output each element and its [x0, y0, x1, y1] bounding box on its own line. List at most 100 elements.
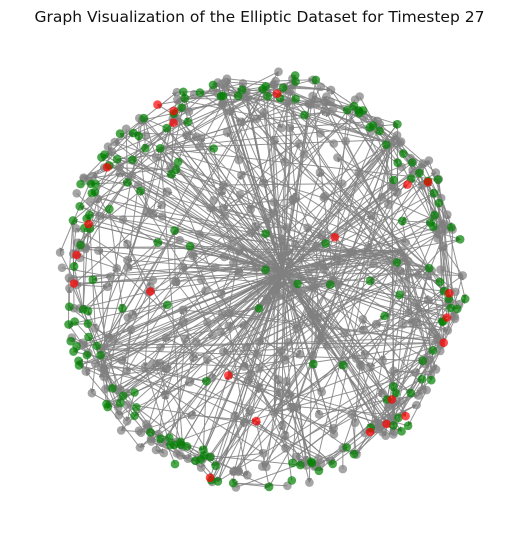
graph-node-unknown: [424, 295, 433, 305]
graph-node-unknown: [239, 362, 249, 371]
graph-node-unknown: [182, 130, 192, 140]
graph-edge: [361, 366, 383, 394]
graph-node-unknown: [316, 129, 325, 138]
graph-edge: [243, 360, 286, 369]
graph-node-licit: [394, 413, 403, 423]
graph-node-licit: [233, 91, 243, 101]
graph-node-licit: [349, 101, 359, 111]
graph-node-unknown: [234, 467, 243, 477]
graph-node-unknown: [276, 346, 286, 356]
graph-node-unknown: [159, 448, 169, 458]
graph-node-licit: [365, 276, 375, 286]
graph-edge: [222, 182, 343, 188]
graph-node-licit: [427, 375, 436, 385]
graph-edge: [127, 243, 150, 293]
graph-edge: [155, 156, 222, 192]
graph-node-unknown: [304, 267, 313, 277]
graph-edge: [233, 482, 270, 489]
graph-node-illicit: [272, 89, 282, 98]
graph-node-unknown: [234, 155, 244, 165]
graph-node-licit: [177, 103, 186, 112]
graph-node-unknown: [396, 397, 405, 406]
graph-node-unknown: [184, 107, 194, 116]
graph-node-licit: [365, 123, 375, 132]
graph-node-licit: [183, 117, 193, 127]
graph-node-unknown: [280, 356, 290, 365]
graph-node-licit: [153, 238, 163, 247]
graph-node-licit: [68, 216, 78, 225]
graph-node-licit: [342, 105, 352, 115]
graph-node-unknown: [314, 454, 323, 464]
graph-node-licit: [132, 403, 141, 412]
graph-edge: [108, 209, 125, 309]
graph-node-unknown: [135, 443, 145, 452]
graph-node-licit: [261, 229, 271, 238]
graph-node-licit: [300, 110, 309, 120]
graph-edge: [165, 290, 206, 338]
graph-node-illicit: [403, 180, 412, 189]
graph-node-unknown: [320, 97, 329, 107]
graph-node-unknown: [431, 168, 441, 177]
graph-node-unknown: [203, 355, 212, 364]
graph-node-unknown: [236, 117, 245, 127]
graph-edge: [265, 268, 314, 281]
graph-node-licit: [208, 80, 218, 90]
graph-node-unknown: [217, 309, 227, 318]
graph-edge: [369, 301, 451, 368]
graph-edge: [177, 134, 188, 163]
graph-node-licit: [430, 210, 440, 220]
graph-node-licit: [403, 421, 413, 431]
graph-edge: [289, 120, 378, 131]
graph-node-unknown: [118, 215, 128, 224]
graph-node-licit: [354, 108, 364, 118]
graph-node-unknown: [225, 106, 235, 116]
graph-node-unknown: [295, 350, 305, 359]
graph-node-licit: [395, 290, 405, 300]
graph-edge: [336, 256, 440, 283]
graph-node-illicit: [365, 427, 375, 437]
graph-edge: [250, 232, 283, 259]
graph-edge: [168, 107, 184, 169]
graph-node-unknown: [350, 418, 360, 428]
graph-node-unknown: [178, 262, 187, 272]
graph-edge: [239, 193, 274, 214]
graph-node-licit: [173, 157, 183, 167]
graph-edge: [127, 239, 180, 269]
graph-edge: [222, 342, 444, 355]
graph-node-unknown: [274, 375, 283, 384]
graph-node-unknown: [183, 454, 193, 464]
graph-edge: [164, 338, 186, 396]
graph-node-unknown: [179, 317, 188, 327]
graph-node-licit: [180, 94, 190, 103]
graph-node-unknown: [187, 411, 197, 420]
graph-node-licit: [185, 241, 195, 251]
graph-node-unknown: [277, 123, 287, 133]
graph-node-unknown: [110, 137, 119, 147]
graph-node-licit: [435, 277, 445, 287]
graph-node-unknown: [259, 449, 268, 458]
graph-edge: [147, 368, 168, 428]
graph-node-licit: [393, 119, 402, 129]
graph-edge: [209, 271, 284, 479]
graph-edge: [186, 103, 224, 136]
figure-title: Graph Visualization of the Elliptic Data…: [34, 8, 485, 26]
graph-node-unknown: [173, 95, 182, 104]
graph-node-unknown: [348, 247, 357, 257]
graph-node-unknown: [269, 208, 278, 218]
graph-edge: [247, 379, 409, 427]
graph-node-unknown: [413, 270, 423, 280]
graph-edge: [192, 232, 251, 257]
graph-edge: [220, 249, 240, 295]
graph-node-unknown: [252, 114, 261, 124]
graph-edge: [99, 85, 267, 350]
graph-edge: [259, 353, 301, 370]
graph-edge: [294, 244, 362, 368]
graph-edge: [92, 279, 122, 404]
graph-node-licit: [155, 144, 165, 153]
graph-node-licit: [105, 204, 114, 214]
graph-node-licit: [136, 186, 145, 196]
graph-node-unknown: [314, 410, 324, 419]
graph-edge: [187, 96, 246, 123]
graph-node-licit: [65, 302, 74, 312]
graph-node-unknown: [305, 478, 314, 487]
